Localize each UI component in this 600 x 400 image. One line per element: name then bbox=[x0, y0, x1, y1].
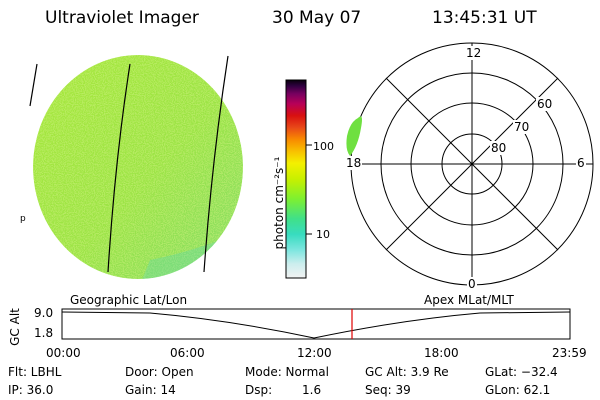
mlt-label-right: 6 bbox=[576, 156, 586, 170]
status-dsp-value: 1.6 bbox=[302, 383, 322, 397]
timeline-frame bbox=[61, 308, 571, 340]
timeline-x-tick: 00:00 bbox=[46, 346, 81, 360]
status-mode: Mode: Normal bbox=[245, 365, 329, 379]
mlt-label-bottom: 0 bbox=[467, 277, 477, 291]
timeline-right-label: Apex MLat/MLT bbox=[424, 293, 514, 307]
timeline-x-tick: 06:00 bbox=[170, 346, 205, 360]
timeline-x-tick: 12:00 bbox=[297, 346, 332, 360]
lat-label: 60 bbox=[536, 97, 554, 111]
auroral-patch bbox=[346, 116, 362, 156]
timeline-y-tick: 9.0 bbox=[34, 306, 54, 320]
longitude-line bbox=[107, 63, 131, 273]
status-seq: Seq: 39 bbox=[365, 383, 411, 397]
timeline-x-tick: 23:59 bbox=[552, 346, 587, 360]
longitude-line bbox=[203, 55, 229, 273]
colorbar-gradient bbox=[285, 79, 307, 279]
status-dsp-label: Dsp: bbox=[245, 383, 273, 397]
altitude-curve bbox=[61, 311, 571, 339]
mlt-label-top: 12 bbox=[465, 46, 483, 60]
edge-marker: p bbox=[20, 214, 26, 224]
lat-label: 70 bbox=[513, 120, 531, 134]
time-label: 13:45:31 UT bbox=[432, 8, 537, 28]
timeline-y-tick: 1.8 bbox=[34, 326, 54, 340]
status-glat: GLat: −32.4 bbox=[485, 365, 558, 379]
status-gc-alt: GC Alt: 3.9 Re bbox=[365, 365, 449, 379]
instrument-title: Ultraviolet Imager bbox=[45, 8, 199, 28]
timeline-x-tick: 18:00 bbox=[424, 346, 459, 360]
status-filter: Flt: LBHL bbox=[8, 365, 62, 379]
status-ip: IP: 36.0 bbox=[8, 383, 54, 397]
mlt-label-left: 18 bbox=[345, 156, 363, 170]
date-label: 30 May 07 bbox=[272, 8, 362, 28]
colorbar-tick: 10 bbox=[316, 228, 330, 241]
colorbar-tick: 100 bbox=[313, 140, 334, 153]
status-glon: GLon: 62.1 bbox=[485, 383, 551, 397]
timeline-left-label: Geographic Lat/Lon bbox=[70, 293, 188, 307]
polar-diagonal bbox=[385, 77, 559, 251]
status-gain: Gain: 14 bbox=[125, 383, 176, 397]
lat-label: 80 bbox=[490, 141, 508, 155]
longitude-line bbox=[29, 63, 38, 107]
status-door: Door: Open bbox=[125, 365, 194, 379]
